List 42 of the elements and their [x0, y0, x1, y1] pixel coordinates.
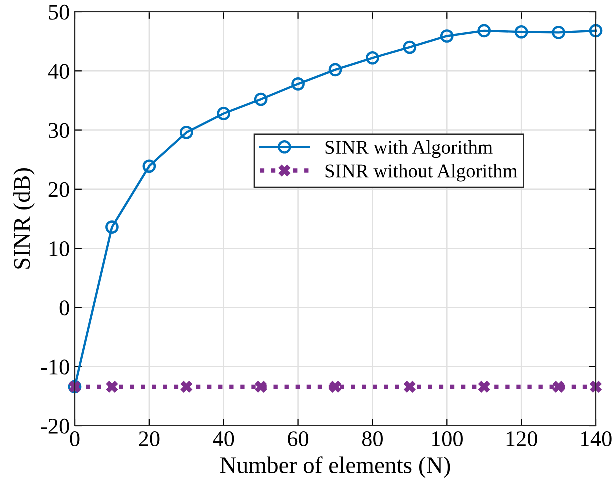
x-tick-label: 20 [139, 432, 160, 446]
y-tick-label: 10 [50, 242, 70, 256]
y-tick-label: 40 [48, 64, 70, 80]
point [552, 26, 566, 40]
y-tick-label: -20 [41, 418, 70, 434]
point [440, 30, 454, 43]
point [180, 126, 194, 140]
point [552, 381, 565, 393]
point [404, 381, 416, 393]
point [254, 92, 268, 106]
point [478, 381, 490, 393]
x-tick-label: 40 [213, 432, 234, 446]
point [255, 381, 267, 393]
x-tick-label: 100 [432, 432, 463, 446]
point [180, 381, 193, 393]
point [142, 160, 156, 174]
x-tick-label: 80 [362, 432, 383, 446]
legend-label: SINR without Algorithm [326, 164, 518, 182]
legend-label: SINR with Algorithm [326, 140, 493, 158]
point [292, 77, 305, 91]
y-tick-label: 0 [60, 300, 70, 316]
y-tick-label: 50 [49, 4, 70, 20]
point [403, 40, 417, 54]
point [366, 51, 380, 65]
point [106, 220, 119, 234]
point [328, 63, 342, 77]
point [589, 24, 603, 38]
point [590, 381, 602, 393]
point [514, 25, 528, 39]
x-tick-label: 0 [70, 432, 80, 446]
x-axis-title: Number of elements (N) [220, 456, 450, 478]
point [330, 381, 342, 393]
x-tick-label: 140 [581, 432, 612, 446]
y-axis-title: SINR (dB) [14, 168, 35, 269]
y-tick-label: -10 [41, 360, 70, 375]
y-tick-label: 20 [48, 182, 70, 198]
x-tick-label: 60 [288, 432, 309, 446]
point [106, 381, 118, 393]
point [478, 24, 492, 38]
y-tick-label: 30 [48, 123, 70, 138]
x-tick-label: 120 [506, 432, 538, 446]
point [217, 107, 231, 120]
